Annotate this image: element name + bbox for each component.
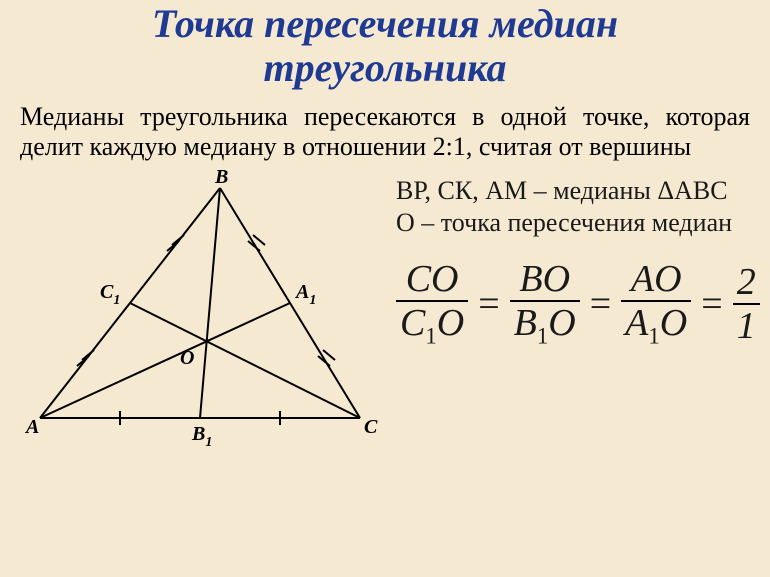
ticks-ab-lower [77,350,94,366]
frac-ao-den-sub: 1 [648,324,659,349]
frac-ao-den-a: A [625,302,648,344]
median-b [200,188,220,418]
title-line-2: треугольника [264,45,507,90]
triangle-diagram: A B C A1 B1 C1 O [20,168,390,463]
label-c1: C1 [100,281,120,308]
diagram-svg: A B C A1 B1 C1 O [20,168,390,458]
frac-ao: AO A1O [621,260,691,348]
frac-ao-num: AO [627,260,686,300]
label-b: B [214,168,228,188]
centroid-desc: О – точка пересечения медиан [396,208,760,238]
eq-3: = [701,282,722,326]
label-a1: A1 [294,281,316,308]
frac-co-den-b: O [437,302,464,344]
frac-21-num: 2 [733,263,760,303]
eq-2: = [590,282,611,326]
title-line-1: Точка пересечения медиан [152,1,618,46]
triangle-name: АВС [674,176,727,205]
ticks-ab-upper [167,235,184,251]
frac-co-num: CO [402,260,463,300]
frac-ao-den-b: O [660,302,687,344]
medians-list: ВР, СК, АМ – медианы ΔАВС [396,176,760,206]
ratio-formula: CO C1O = BO B1O = AO A1O = 2 1 [396,260,760,348]
frac-bo-den-a: B [514,302,537,344]
label-c: C [364,416,378,438]
frac-bo: BO B1O [510,260,580,348]
frac-bo-den: B1O [510,300,580,348]
frac-bo-num: BO [515,260,574,300]
slide: Точка пересечения медиан треугольника Ме… [0,0,770,577]
slide-title: Точка пересечения медиан треугольника [20,0,750,90]
frac-bo-den-b: O [548,302,575,344]
label-a: A [24,416,39,438]
frac-co: CO C1O [396,260,468,348]
frac-bo-den-sub: 1 [537,324,548,349]
label-o: O [180,347,194,369]
content-row: A B C A1 B1 C1 O ВР, СК, АМ – медианы ΔА… [20,168,750,463]
delta-symbol: Δ [657,176,674,205]
medians-list-prefix: ВР, СК, АМ – медианы [396,176,657,205]
frac-21-den: 1 [733,303,760,345]
frac-co-den: C1O [396,300,468,348]
frac-co-den-a: C [400,302,425,344]
theorem-text: Медианы треугольника пересекаются в одно… [20,102,750,162]
label-b1: B1 [191,423,212,450]
frac-ao-den: A1O [621,300,691,348]
frac-co-den-sub: 1 [425,324,436,349]
frac-21: 2 1 [733,263,760,345]
eq-1: = [478,282,499,326]
description-column: ВР, СК, АМ – медианы ΔАВС О – точка пере… [390,168,760,463]
theorem-text-content: Медианы треугольника пересекаются в одно… [20,102,750,161]
